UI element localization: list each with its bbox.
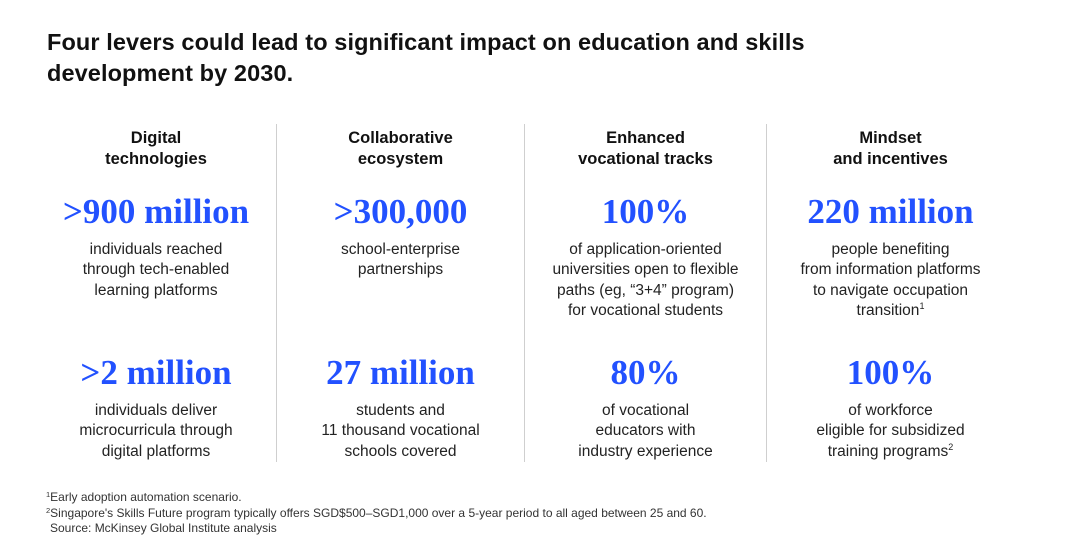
description-line: of application-oriented <box>569 241 722 258</box>
primary-stat-description: individuals reached through tech-enabled… <box>36 240 276 301</box>
lever-column-collaborative-ecosystem: Collaborative ecosystem >300,000 school-… <box>276 124 524 462</box>
column-heading: Mindset and incentives <box>767 128 1014 170</box>
primary-stat-description: school-enterprise partnerships <box>277 240 524 281</box>
description-line: schools covered <box>344 442 457 460</box>
description-line: partnerships <box>357 261 444 279</box>
description-line: through tech-enabled <box>82 261 230 279</box>
secondary-stat-description: of vocational educators with industry ex… <box>525 401 766 462</box>
description-line: learning platforms <box>94 281 218 299</box>
lever-column-mindset-and-incentives: Mindset and incentives 220 million peopl… <box>766 124 1014 462</box>
description-line: digital platforms <box>101 442 211 460</box>
footnote-marker: 2 <box>46 505 51 515</box>
footnote-text: Early adoption automation scenario. <box>50 490 242 504</box>
description-line: eligible for subsidized <box>816 422 965 440</box>
description-line: educators with <box>595 422 696 440</box>
primary-stat-description: people benefiting from information platf… <box>767 240 1014 321</box>
footnote-marker: 1 <box>46 490 51 499</box>
secondary-stat: 80% <box>610 353 681 392</box>
description-text: transition <box>856 301 920 319</box>
column-heading-line: and incentives <box>833 150 948 168</box>
column-heading-line: Digital <box>130 129 182 147</box>
levers-grid: Digital technologies >900 million indivi… <box>36 124 1048 462</box>
secondary-stat: >2 million <box>80 353 232 392</box>
column-heading: Enhanced vocational tracks <box>525 128 766 170</box>
footnotes: 1Early adoption automation scenario. 2Si… <box>46 490 707 537</box>
secondary-stat: 100% <box>846 353 935 392</box>
description-line: to navigate occupation <box>812 281 969 299</box>
description-line: industry experience <box>578 442 713 460</box>
description-line: training programs2 <box>767 442 1014 462</box>
secondary-stat-description: of workforce eligible for subsidized tra… <box>767 401 1014 462</box>
secondary-stat-description: individuals deliver microcurricula throu… <box>36 401 276 462</box>
column-heading: Collaborative ecosystem <box>277 128 524 170</box>
footnote-text: Singapore's Skills Future program typica… <box>50 505 707 520</box>
description-line: individuals reached <box>89 241 223 258</box>
column-heading-line: Mindset <box>859 129 922 147</box>
description-line: paths (eg, “3+4” program) <box>556 281 735 299</box>
primary-stat-description: of application-oriented universities ope… <box>525 240 766 321</box>
description-line: of workforce <box>848 402 933 419</box>
footnote-marker: 1 <box>919 300 925 311</box>
lever-column-enhanced-vocational-tracks: Enhanced vocational tracks 100% of appli… <box>524 124 766 462</box>
column-heading-line: technologies <box>105 150 207 168</box>
primary-stat: >300,000 <box>333 192 468 231</box>
secondary-stat: 27 million <box>326 353 475 392</box>
title-line-2: development by 2030. <box>47 60 294 86</box>
primary-stat: 220 million <box>807 192 974 231</box>
column-heading-line: vocational tracks <box>578 150 713 168</box>
column-heading-line: Collaborative <box>348 129 453 147</box>
title-line-1: Four levers could lead to significant im… <box>47 29 805 55</box>
description-line: from information platforms <box>800 261 981 279</box>
description-line: microcurricula through <box>79 422 233 440</box>
description-line: school-enterprise <box>341 241 460 258</box>
description-line: transition1 <box>767 301 1014 321</box>
secondary-stat-description: students and 11 thousand vocational scho… <box>277 401 524 462</box>
description-line: students and <box>356 402 445 419</box>
source-note: Source: McKinsey Global Institute analys… <box>50 521 277 535</box>
lever-column-digital-technologies: Digital technologies >900 million indivi… <box>36 124 276 462</box>
primary-stat: >900 million <box>62 192 250 231</box>
description-line: people benefiting <box>831 241 950 258</box>
primary-stat: 100% <box>601 192 690 231</box>
column-heading: Digital technologies <box>36 128 276 170</box>
footnote-2: 2Singapore's Skills Future program typic… <box>46 506 707 522</box>
footnote-marker: 2 <box>948 441 954 452</box>
footnote-1: 1Early adoption automation scenario. <box>46 490 707 506</box>
description-line: of vocational <box>601 402 690 419</box>
column-heading-line: Enhanced <box>606 129 685 147</box>
description-line: 11 thousand vocational <box>321 422 480 440</box>
column-heading-line: ecosystem <box>357 150 444 168</box>
description-text: training programs <box>827 442 949 460</box>
description-line: for vocational students <box>567 301 724 319</box>
description-line: universities open to flexible <box>552 261 739 279</box>
chart-title: Four levers could lead to significant im… <box>47 27 947 89</box>
description-line: individuals deliver <box>94 402 218 419</box>
